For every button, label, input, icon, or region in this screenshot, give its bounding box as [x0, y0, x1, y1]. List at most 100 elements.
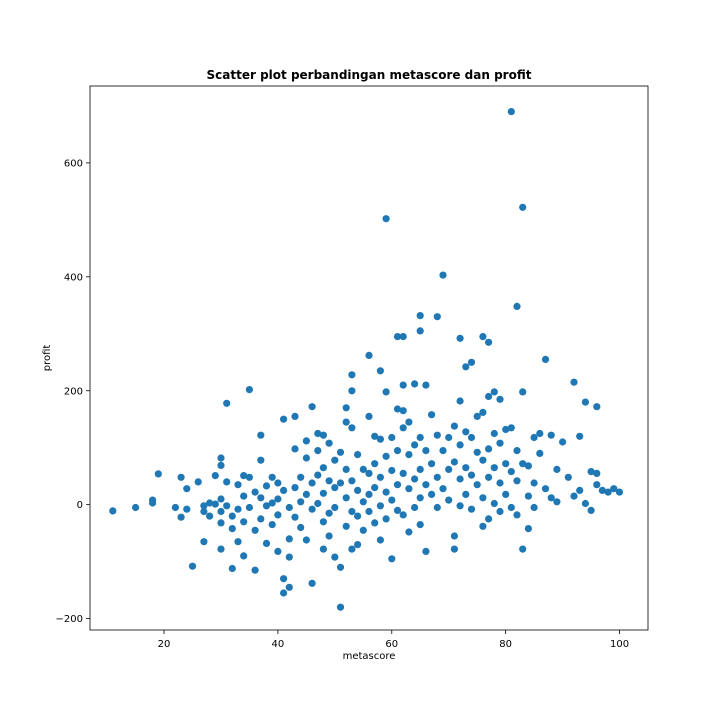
- scatter-point: [439, 271, 447, 279]
- scatter-point: [228, 564, 236, 573]
- scatter-point: [456, 397, 464, 405]
- scatter-point: [524, 525, 533, 533]
- scatter-point: [450, 532, 458, 540]
- scatter-point: [485, 515, 493, 523]
- scatter-point: [399, 469, 407, 477]
- x-tick-label: 60: [385, 639, 398, 650]
- scatter-point: [479, 408, 487, 416]
- scatter-point: [291, 513, 299, 521]
- scatter-point: [348, 477, 356, 485]
- scatter-point: [342, 465, 350, 473]
- scatter-point: [536, 449, 544, 457]
- scatter-point: [217, 454, 225, 462]
- scatter-point: [336, 563, 345, 571]
- scatter-point: [519, 203, 527, 211]
- scatter-point: [382, 452, 390, 460]
- scatter-point: [576, 486, 584, 494]
- scatter-point: [331, 553, 339, 561]
- scatter-point: [485, 445, 493, 453]
- scatter-point: [251, 526, 259, 534]
- scatter-point: [365, 469, 373, 477]
- scatter-point: [462, 363, 470, 371]
- scatter-point: [302, 454, 310, 462]
- scatter-point: [331, 503, 339, 512]
- scatter-point: [411, 441, 419, 449]
- y-tick-label: 0: [77, 500, 83, 511]
- scatter-point: [200, 538, 208, 546]
- scatter-point: [388, 466, 396, 475]
- scatter-point: [359, 498, 367, 506]
- scatter-point: [393, 405, 402, 413]
- scatter-point: [462, 464, 470, 472]
- scatter-point: [325, 509, 333, 517]
- scatter-point: [581, 398, 590, 406]
- scatter-point: [285, 503, 293, 512]
- scatter-point: [206, 512, 214, 520]
- scatter-point: [541, 485, 550, 493]
- scatter-point: [399, 407, 407, 415]
- scatter-point: [268, 521, 276, 529]
- scatter-point: [587, 506, 595, 514]
- scatter-point: [211, 500, 219, 508]
- scatter-point: [416, 327, 424, 335]
- scatter-point: [348, 387, 356, 395]
- scatter-point: [354, 451, 362, 459]
- scatter-point: [371, 484, 379, 492]
- scatter-point: [274, 479, 282, 487]
- scatter-point: [302, 437, 310, 445]
- scatter-point: [365, 490, 373, 498]
- scatter-point: [348, 507, 356, 516]
- scatter-point: [314, 447, 322, 455]
- x-tick-label: 40: [272, 639, 285, 650]
- scatter-point: [411, 475, 419, 483]
- scatter-point: [314, 429, 322, 438]
- scatter-point: [217, 545, 225, 553]
- scatter-point: [109, 507, 117, 515]
- x-tick-label: 20: [158, 639, 171, 650]
- scatter-point: [467, 358, 476, 366]
- scatter-point: [479, 456, 487, 464]
- scatter-point: [308, 479, 316, 487]
- scatter-point: [450, 422, 458, 430]
- scatter-point: [564, 473, 572, 481]
- scatter-point: [234, 505, 242, 513]
- scatter-point: [519, 388, 527, 396]
- scatter-point: [507, 424, 515, 432]
- scatter-point: [217, 461, 225, 469]
- scatter-point: [496, 507, 504, 516]
- scatter-point: [200, 502, 208, 510]
- scatter-point: [376, 435, 384, 443]
- scatter-point: [553, 465, 561, 473]
- scatter-point: [325, 439, 333, 447]
- scatter-point: [274, 547, 282, 556]
- scatter-point: [297, 523, 305, 532]
- scatter-point: [336, 603, 345, 611]
- scatter-point: [319, 545, 327, 553]
- scatter-point: [439, 485, 447, 493]
- scatter-point: [319, 489, 327, 497]
- scatter-point: [405, 528, 413, 536]
- scatter-point: [393, 481, 402, 489]
- scatter-point: [479, 494, 487, 502]
- scatter-point: [336, 448, 345, 456]
- scatter-point: [280, 589, 288, 597]
- scatter-point: [490, 464, 498, 472]
- scatter-point: [132, 503, 140, 512]
- scatter-point: [285, 583, 293, 591]
- scatter-point: [325, 477, 333, 485]
- scatter-point: [604, 488, 612, 496]
- scatter-point: [399, 381, 407, 389]
- y-tick-label: 600: [64, 158, 83, 169]
- scatter-point: [433, 503, 441, 512]
- scatter-point: [257, 431, 265, 439]
- scatter-point: [376, 502, 384, 510]
- y-axis-label: profit: [42, 345, 53, 372]
- scatter-point: [342, 404, 350, 412]
- scatter-point: [445, 496, 453, 504]
- scatter-point: [433, 431, 441, 439]
- scatter-point: [149, 499, 157, 507]
- scatter-point: [382, 215, 390, 223]
- scatter-point: [234, 481, 242, 489]
